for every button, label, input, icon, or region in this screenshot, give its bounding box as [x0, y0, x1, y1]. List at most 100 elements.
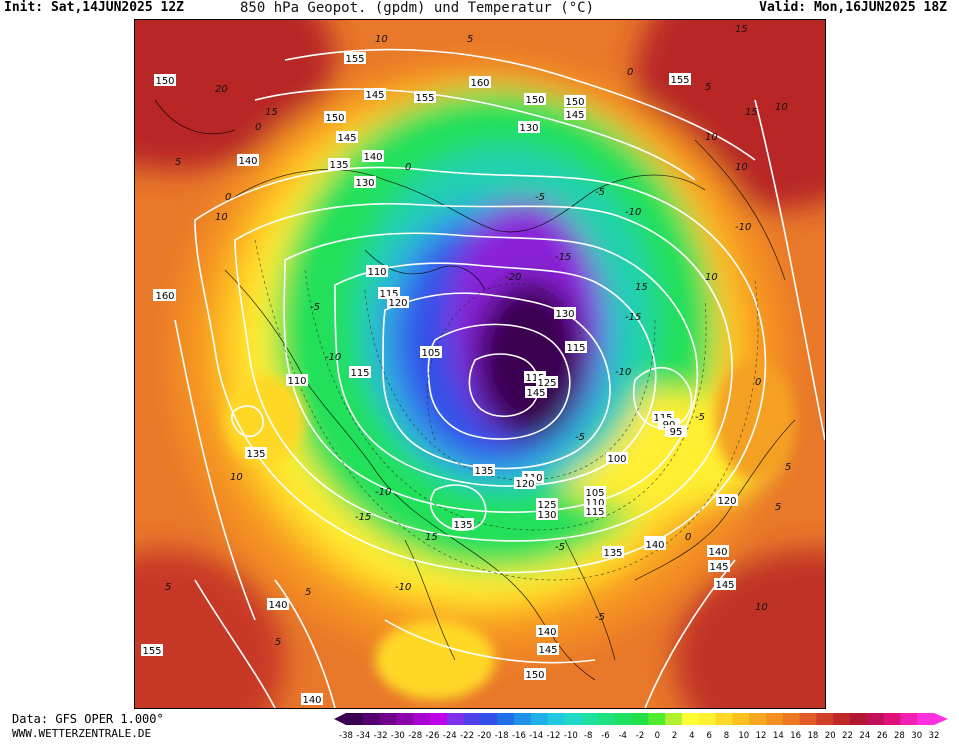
temperature-label: 0: [255, 122, 261, 133]
svg-text:110: 110: [287, 376, 306, 387]
svg-text:150: 150: [525, 95, 544, 106]
temperature-label: -5: [595, 612, 605, 623]
legend-swatch: [682, 713, 700, 725]
height-label: 160: [469, 76, 491, 89]
legend-swatch: [530, 713, 549, 725]
svg-text:145: 145: [565, 110, 584, 121]
legend-ticks: -38 -34 -32 -30 -28 -26 -24 -22 -20 -18 -16 -14 -12-…: [339, 731, 939, 741]
temperature-legend: -38 -34 -32 -30 -28 -26 -24 -22 -20 -18 -16 -14 -12-…: [334, 712, 959, 741]
svg-text:100: 100: [607, 454, 626, 465]
temperature-label: 0: [755, 377, 761, 388]
legend-swatch: [917, 713, 935, 725]
legend-tick-label: -24: [443, 731, 457, 741]
legend-tick-label: 18: [808, 731, 819, 741]
height-label: 120: [716, 494, 738, 507]
weather-map[interactable]: 1501551601501451401351401451501301301601…: [134, 19, 826, 709]
height-label: 145: [564, 108, 586, 121]
legend-tick-label: -14: [529, 731, 543, 741]
temperature-label: -5: [310, 302, 320, 313]
svg-text:135: 135: [474, 466, 493, 477]
height-label: 130: [354, 176, 376, 189]
legend-tick-label: 8: [724, 731, 729, 741]
valid-time-label: Valid: Mon,16JUN2025 18Z: [759, 0, 947, 15]
website-label: WWW.WETTERZENTRALE.DE: [12, 727, 152, 740]
temperature-label: 10: [215, 212, 228, 223]
legend-swatch: [816, 713, 834, 725]
temperature-label: 10: [775, 102, 788, 113]
temperature-label: 15: [265, 107, 278, 118]
height-label: 140: [301, 693, 323, 706]
temperature-label: -5: [595, 187, 605, 198]
temperature-label: 10: [705, 272, 718, 283]
svg-text:105: 105: [585, 488, 604, 499]
map-canvas: 1501551601501451401351401451501301301601…: [135, 20, 825, 708]
legend-swatches: [334, 713, 948, 725]
svg-text:140: 140: [645, 540, 664, 551]
svg-text:130: 130: [519, 123, 538, 134]
legend-tick-label: -10: [564, 731, 578, 741]
legend-swatch: [497, 713, 515, 725]
svg-text:150: 150: [155, 76, 174, 87]
svg-text:115: 115: [350, 368, 369, 379]
legend-tick-label: -32: [374, 731, 388, 741]
temperature-label: 5: [305, 587, 311, 598]
legend-swatch: [379, 713, 397, 725]
svg-text:130: 130: [355, 178, 374, 189]
legend-tick-label: -38: [339, 731, 353, 741]
height-label: 140: [707, 545, 729, 558]
height-label: 105: [420, 346, 442, 359]
temperature-label: 20: [215, 84, 228, 95]
legend-tick-label: 32: [929, 731, 940, 741]
legend-arrow-left: [334, 713, 346, 725]
legend-arrow-right: [934, 713, 948, 725]
svg-text:110: 110: [585, 498, 604, 509]
svg-text:150: 150: [565, 97, 584, 108]
height-label: 140: [536, 625, 558, 638]
height-label: 150: [524, 93, 546, 106]
svg-text:145: 145: [526, 388, 545, 399]
legend-tick-label: 28: [894, 731, 905, 741]
legend-swatch: [614, 713, 633, 725]
legend-swatch: [430, 713, 448, 725]
legend-swatch: [782, 713, 801, 725]
legend-tick-label: 14: [773, 731, 784, 741]
svg-text:120: 120: [388, 298, 407, 309]
svg-text:125: 125: [537, 378, 556, 389]
legend-swatch: [631, 713, 649, 725]
legend-tick-label: -2: [636, 731, 644, 741]
svg-text:120: 120: [515, 479, 534, 490]
svg-text:135: 135: [329, 160, 348, 171]
height-label: 130: [518, 121, 540, 134]
temperature-label: 5: [175, 157, 181, 168]
svg-text:140: 140: [363, 152, 382, 163]
temperature-label: -10: [625, 207, 641, 218]
height-label: 100: [606, 452, 628, 465]
height-label: 150: [524, 668, 546, 681]
svg-text:95: 95: [670, 427, 683, 438]
svg-text:145: 145: [715, 580, 734, 591]
height-label: 150: [154, 74, 176, 87]
legend-tick-label: 22: [842, 731, 853, 741]
legend-tick-label: -4: [618, 731, 626, 741]
height-label: 115: [349, 366, 371, 379]
temperature-label: -10: [395, 582, 411, 593]
temperature-label: -10: [615, 367, 631, 378]
legend-swatch: [598, 713, 616, 725]
svg-text:150: 150: [525, 670, 544, 681]
height-label: 135: [473, 464, 495, 477]
legend-tick-label: 10: [738, 731, 749, 741]
legend-swatch: [715, 713, 733, 725]
height-label: 140: [267, 598, 289, 611]
legend-swatch: [850, 713, 868, 725]
height-label: 135: [602, 546, 624, 559]
legend-tick-label: 16: [790, 731, 801, 741]
warm-patches: [225, 360, 795, 700]
legend-tick-label: -12: [547, 731, 561, 741]
svg-text:115: 115: [585, 507, 604, 518]
legend-tick-label: 12: [756, 731, 767, 741]
temperature-label: -10: [375, 487, 391, 498]
temperature-label: 5: [775, 502, 781, 513]
height-label: 150: [324, 111, 346, 124]
height-label: 135: [328, 158, 350, 171]
legend-swatch: [799, 713, 817, 725]
